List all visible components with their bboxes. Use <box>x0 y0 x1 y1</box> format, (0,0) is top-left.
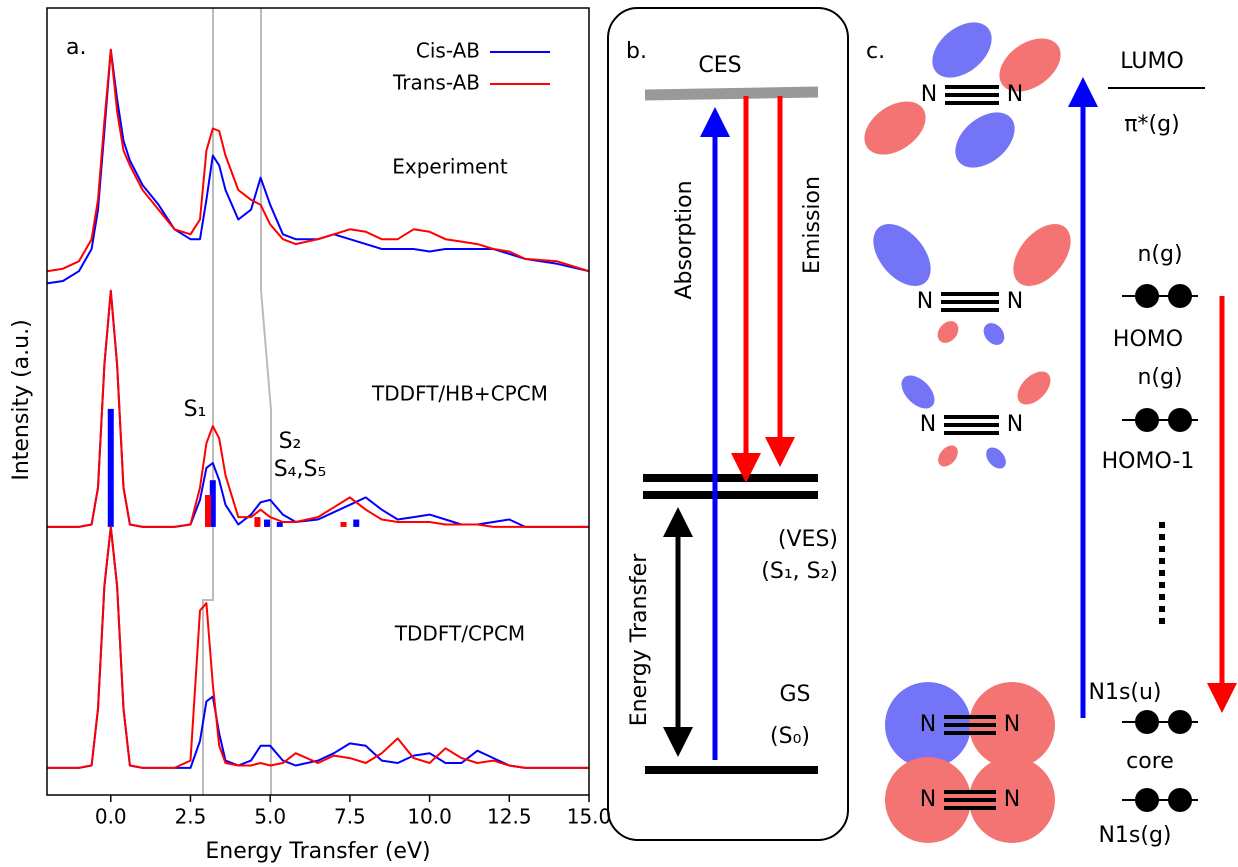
panel-label: a. <box>66 35 86 60</box>
y-axis-label: Intensity (a.u.) <box>9 319 34 480</box>
atom-label: N <box>1007 289 1023 314</box>
electron <box>1135 710 1159 734</box>
core-u-label: N1s(u) <box>1088 680 1161 705</box>
ves-states: (S₁, S₂) <box>761 559 838 584</box>
atom-label: N <box>920 712 936 737</box>
electron <box>1168 284 1192 308</box>
atom-label: N <box>1007 412 1023 437</box>
electron <box>1135 408 1159 432</box>
homo-symmetry: n(g) <box>1137 242 1182 267</box>
orbital-lobes <box>864 22 1071 843</box>
molecules: N N N N N N N N N N <box>917 82 1023 812</box>
curve-label: TDDFT/CPCM <box>394 622 525 646</box>
x-tick-label: 12.5 <box>487 805 532 829</box>
axes-frame <box>46 7 590 796</box>
core-label: core <box>1126 749 1174 774</box>
spectrum-line <box>47 525 589 769</box>
gs-label: GS <box>779 682 810 707</box>
legend-label: Trans-AB <box>392 71 480 95</box>
legend-label: Cis-AB <box>416 39 480 63</box>
x-axis-label: Energy Transfer (eV) <box>205 839 430 864</box>
atom-label: N <box>1007 82 1023 107</box>
panel-label: b. <box>626 39 647 64</box>
annotation: S₄,S₅ <box>274 457 327 482</box>
stick <box>254 517 261 527</box>
annotation: S₂ <box>279 429 302 454</box>
annotation: S₁ <box>184 397 207 422</box>
atom-label: N <box>1004 787 1020 812</box>
x-tick-label: 15.0 <box>567 805 612 829</box>
electron <box>1168 788 1192 812</box>
spectrum-line <box>47 289 589 528</box>
panel-label: c. <box>866 39 885 64</box>
atom-label: N <box>1004 712 1020 737</box>
ces-label: CES <box>698 53 741 78</box>
guide-lines <box>202 8 272 795</box>
stick <box>209 480 216 527</box>
spectrum-line <box>47 525 589 769</box>
stick <box>263 519 270 527</box>
plot-a <box>46 48 590 769</box>
stick <box>107 408 114 527</box>
homo1-symmetry: n(g) <box>1137 365 1182 390</box>
curve-label: TDDFT/HB+CPCM <box>371 382 548 406</box>
spectrum-line <box>46 48 590 273</box>
lumo-symmetry: π*(g) <box>1124 112 1179 137</box>
occupied-levels <box>1122 284 1198 812</box>
x-tick-label: 7.5 <box>334 805 366 829</box>
stick <box>276 522 283 527</box>
energy-transfer-label: Energy Transfer <box>627 553 652 726</box>
x-tick-label: 2.5 <box>175 805 207 829</box>
atom-label: N <box>921 82 937 107</box>
atom-label: N <box>917 289 933 314</box>
panel-b-frame <box>607 7 849 841</box>
x-tick-label: 10.0 <box>407 805 452 829</box>
homo1-label: HOMO-1 <box>1102 449 1195 474</box>
gs-state: (S₀) <box>770 724 810 749</box>
ces-level <box>644 86 819 101</box>
homo-label: HOMO <box>1113 327 1183 352</box>
absorption-label: Absorption <box>672 180 697 299</box>
electron <box>1168 710 1192 734</box>
electron <box>1135 788 1159 812</box>
ves-label: (VES) <box>778 527 838 552</box>
lumo-label: LUMO <box>1120 49 1184 74</box>
core-g-label: N1s(g) <box>1098 823 1171 848</box>
electron <box>1168 408 1192 432</box>
curve-label: Experiment <box>392 155 508 179</box>
emission-label: Emission <box>800 176 825 274</box>
electron <box>1135 284 1159 308</box>
x-tick-label: 5.0 <box>254 805 286 829</box>
stick <box>340 522 347 527</box>
atom-label: N <box>920 412 936 437</box>
x-tick-label: 0.0 <box>95 805 127 829</box>
atom-label: N <box>920 787 936 812</box>
spectrum-line <box>47 289 589 528</box>
stick <box>205 494 212 527</box>
stick <box>353 519 360 527</box>
